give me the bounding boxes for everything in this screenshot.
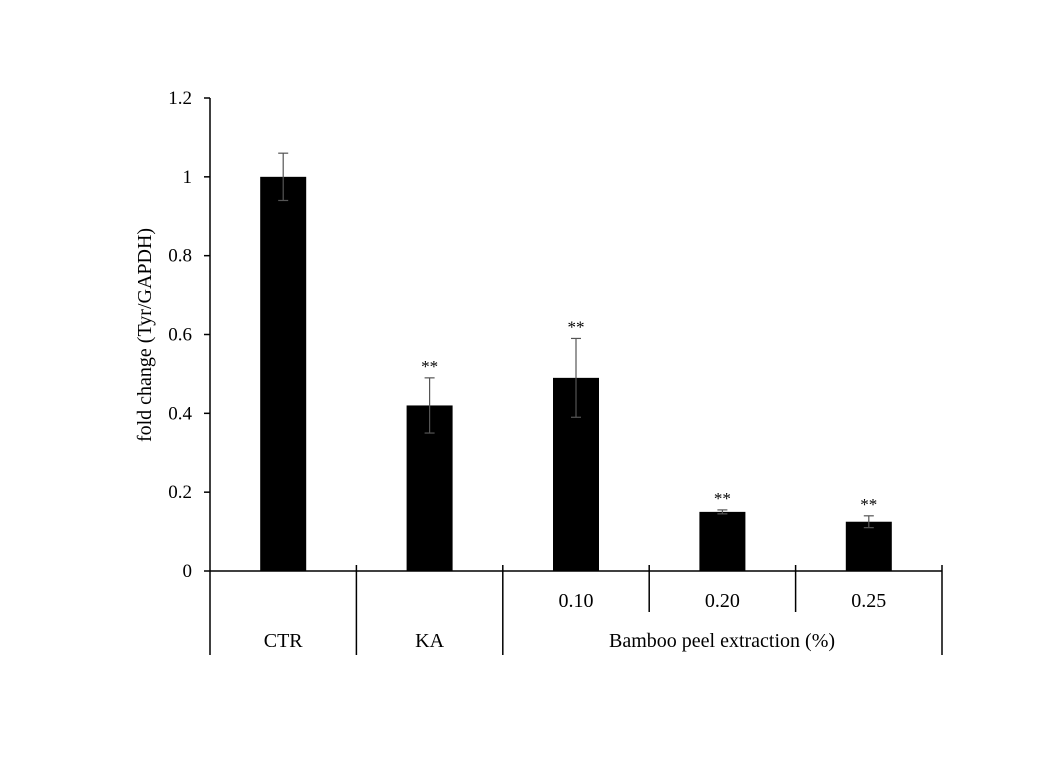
y-tick-label: 0.8 [168, 246, 192, 267]
y-tick-label: 0.6 [168, 325, 192, 346]
significance-marker: ** [421, 357, 438, 376]
y-axis: 0 0.2 0.4 0.6 0.8 1 1.2 [168, 88, 211, 582]
error-bars [278, 152, 874, 529]
x-category-label: CTR [264, 630, 304, 652]
significance-markers: ** ** ** ** [421, 317, 877, 513]
y-tick-label: 0 [183, 561, 193, 582]
x-category-label: 0.20 [705, 590, 740, 612]
x-category-label: 0.25 [851, 590, 886, 612]
significance-marker: ** [860, 495, 877, 514]
bar-CTR [260, 176, 307, 572]
bar-0.25 [845, 521, 892, 571]
bar-0.20 [699, 511, 746, 571]
significance-marker: ** [714, 489, 731, 508]
bars [260, 176, 892, 572]
significance-marker: ** [568, 317, 585, 336]
y-tick-label: 1.2 [168, 88, 192, 109]
x-category-label: 0.10 [559, 590, 594, 612]
y-tick-label: 0.2 [168, 482, 192, 503]
group-label-bamboo-peel: Bamboo peel extraction (%) [609, 630, 835, 652]
y-axis-label: fold change (Tyr/GAPDH) [134, 228, 156, 442]
x-axis: CTR KA 0.10 0.20 0.25 [209, 565, 943, 655]
x-category-label: KA [415, 630, 444, 652]
y-tick-label: 1 [183, 167, 193, 188]
y-tick-label: 0.4 [168, 403, 192, 424]
